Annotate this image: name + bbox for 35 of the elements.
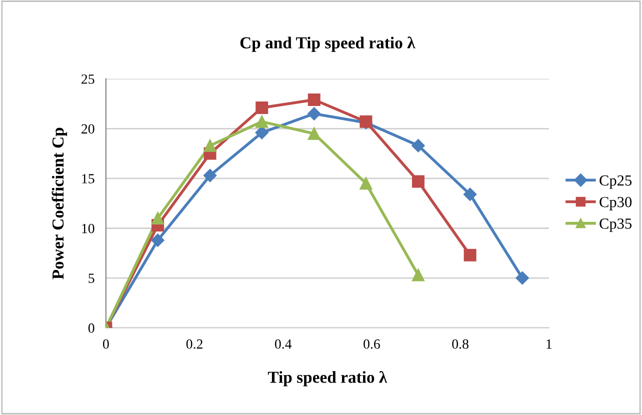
y-tick-label: 20: [82, 124, 94, 134]
point: [463, 188, 477, 201]
point: [256, 115, 268, 128]
x-axis-title: Tip speed ratio λ: [268, 371, 388, 386]
point: [360, 177, 372, 190]
point: [308, 127, 320, 140]
chart-title: Cp and Tip speed ratio λ: [240, 36, 416, 52]
x-tick-label: 0.8: [452, 339, 468, 349]
point: [308, 94, 320, 106]
y-tick-label: 5: [88, 274, 94, 284]
point: [516, 271, 529, 285]
x-tick-label: 0.2: [186, 339, 202, 349]
x-tick-label: 0.6: [364, 339, 380, 349]
point: [203, 168, 217, 182]
x-tick-label: 0: [102, 339, 109, 349]
legend-label: Cp35: [600, 218, 632, 232]
y-tick-label: 10: [82, 224, 94, 234]
legend-label: Cp30: [600, 196, 632, 210]
y-axis-title: Power Coefficient Cp: [52, 128, 68, 280]
point: [412, 175, 424, 188]
point: [256, 101, 268, 114]
x-tick-label: 1: [546, 339, 552, 349]
point: [412, 268, 424, 282]
legend-label: Cp25: [600, 175, 632, 189]
point: [255, 126, 268, 140]
point: [151, 234, 164, 247]
point: [308, 107, 321, 120]
y-tick-label: 25: [82, 74, 94, 84]
point: [152, 212, 164, 225]
y-tick-label: 0: [88, 323, 94, 333]
point: [464, 248, 476, 262]
x-tick-label: 0.4: [274, 339, 292, 349]
y-tick-label: 15: [82, 174, 94, 184]
point: [204, 139, 216, 152]
point: [412, 138, 425, 152]
